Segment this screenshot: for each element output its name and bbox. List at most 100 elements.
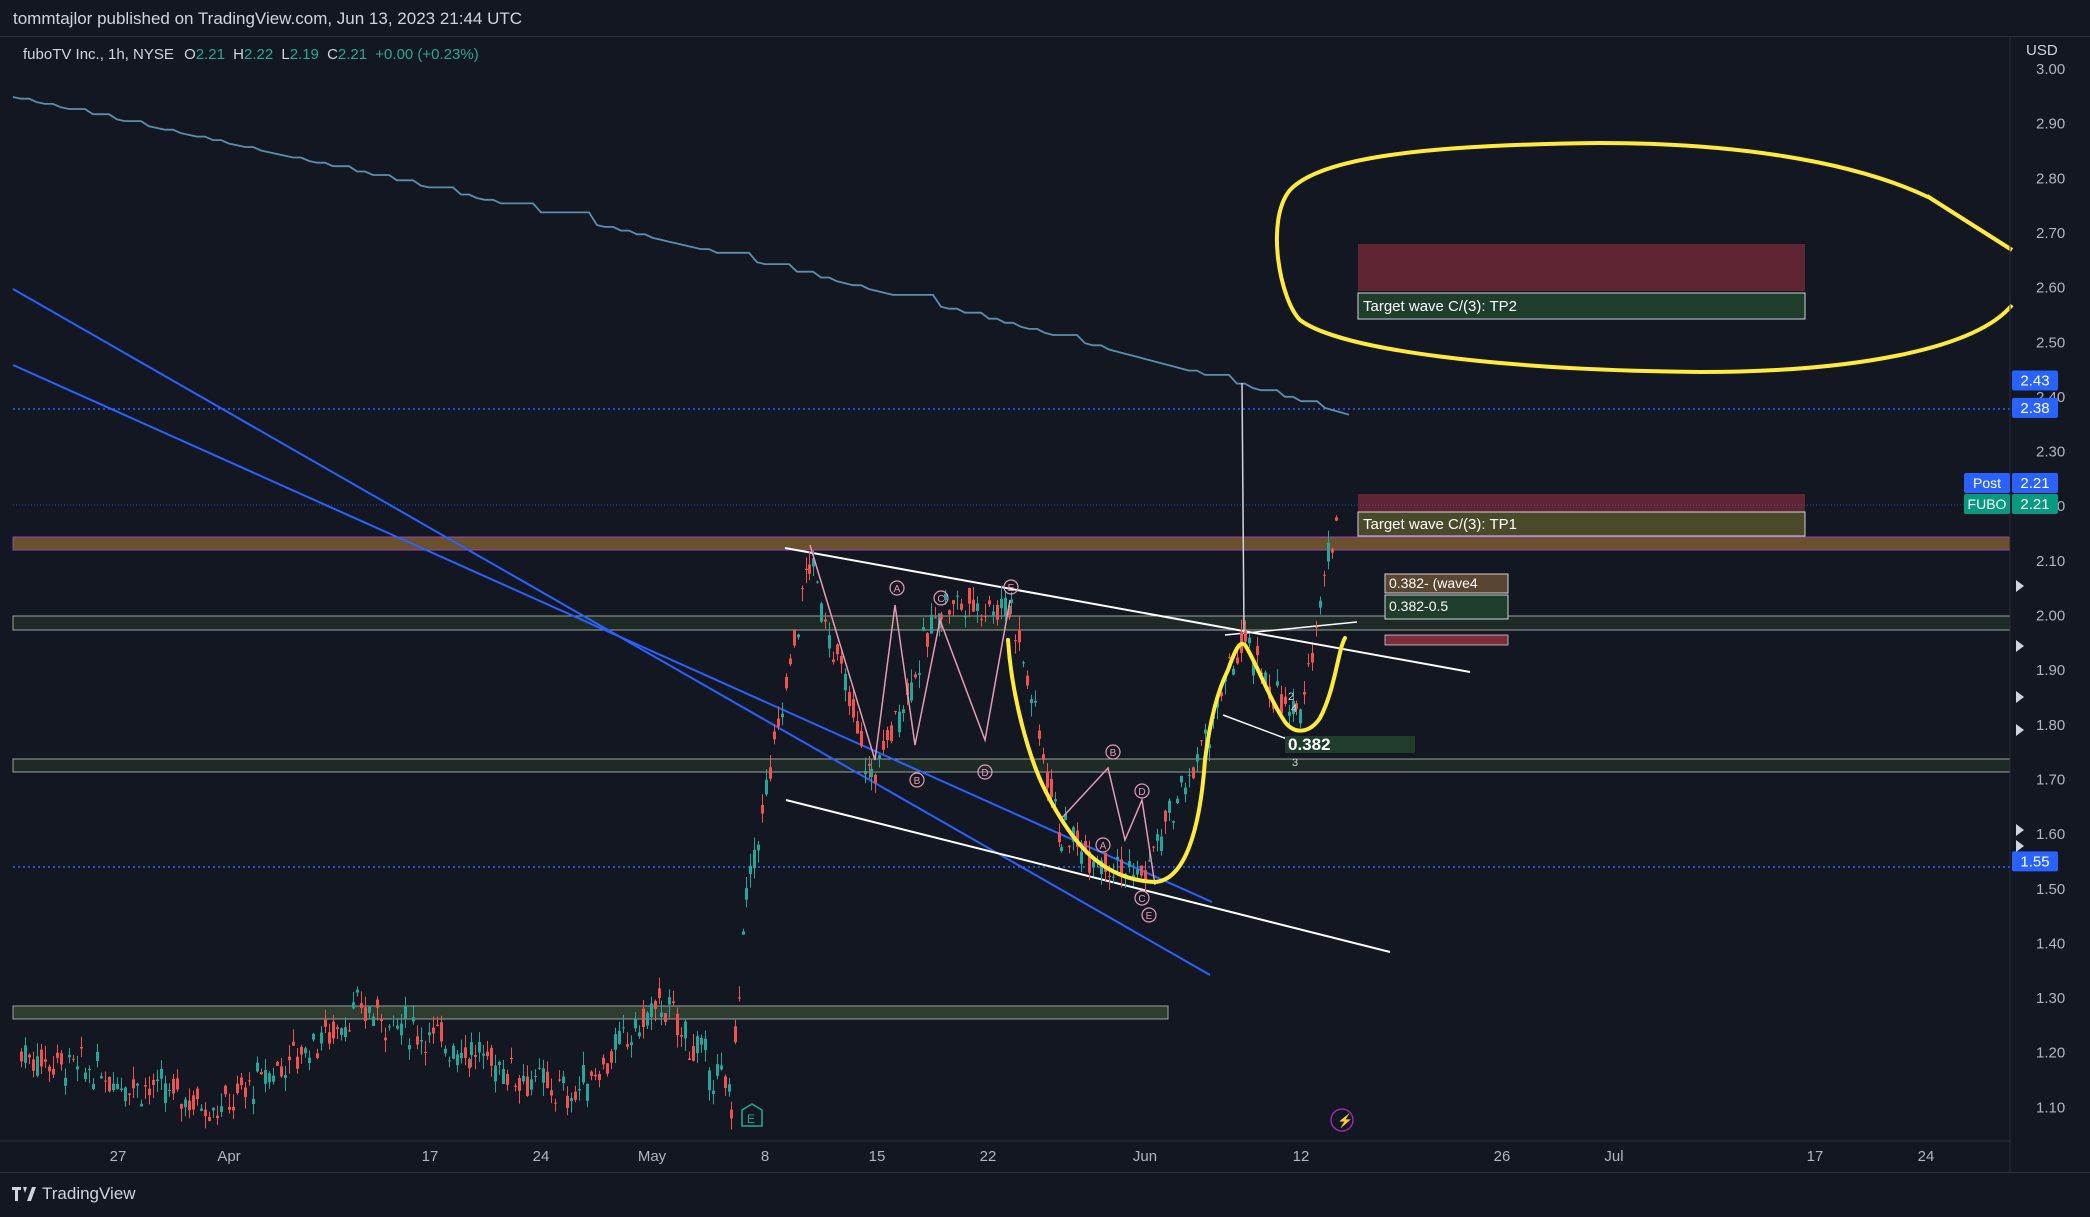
candle-body	[828, 635, 831, 648]
wave-number-3: 3	[1292, 757, 1298, 769]
header-bar: tommtajlor published on TradingView.com,…	[0, 0, 2090, 37]
x-tick-label: 24	[533, 1148, 550, 1165]
candle-body	[412, 1017, 415, 1021]
candle-body	[836, 645, 839, 655]
y-tick-label: 1.20	[2036, 1045, 2065, 1062]
candle-body	[902, 709, 905, 713]
tradingview-logo[interactable]: TradingView	[12, 1184, 136, 1204]
candle-body	[328, 1032, 331, 1043]
wave-label-circle: A	[1096, 838, 1110, 852]
candle-body	[324, 1020, 327, 1027]
svg-text:D: D	[1138, 787, 1145, 798]
candle-body	[664, 1013, 667, 1022]
alert-arrow-icon[interactable]	[2016, 580, 2024, 592]
candle-body	[934, 617, 937, 618]
alert-arrows[interactable]	[2016, 580, 2024, 852]
candle-body	[518, 1078, 521, 1091]
candle-body	[816, 582, 819, 583]
alert-arrow-icon[interactable]	[2016, 840, 2024, 852]
candle-body	[602, 1058, 605, 1065]
symbol-legend[interactable]: fuboTV Inc., 1h, NYSE O2.21 H2.22 L2.19 …	[23, 46, 479, 63]
fib-red-box	[1385, 635, 1508, 645]
candle-body	[878, 755, 881, 759]
candle-body	[1042, 754, 1045, 760]
candle-body	[228, 1107, 231, 1110]
candle-body	[1054, 799, 1057, 801]
candle-body	[522, 1076, 525, 1082]
candle-body	[940, 614, 943, 619]
wave-label-circle: D	[1135, 784, 1149, 798]
candle-body	[1331, 549, 1334, 553]
candle-body	[956, 596, 959, 597]
candle-body	[1160, 837, 1163, 851]
footer-bar: TradingView	[0, 1172, 2090, 1217]
high-label: H	[233, 46, 244, 63]
zone-2.00	[13, 616, 2010, 630]
candle-body	[104, 1081, 107, 1082]
candle-body	[368, 1007, 371, 1013]
x-tick-label: 8	[761, 1148, 769, 1165]
svg-text:C: C	[1138, 894, 1145, 905]
tradingview-brand: TradingView	[42, 1184, 136, 1204]
candle-body	[734, 1026, 737, 1042]
candle-body	[128, 1093, 131, 1094]
svg-text:B: B	[914, 776, 921, 787]
candle-body	[506, 1074, 509, 1085]
alert-arrow-icon[interactable]	[2016, 824, 2024, 836]
candle-body	[785, 677, 788, 688]
alert-arrow-icon[interactable]	[2016, 724, 2024, 736]
candle-body	[789, 658, 792, 664]
candle-body	[92, 1084, 95, 1089]
candle-body	[738, 997, 741, 998]
candle-body	[348, 1030, 351, 1031]
candle-body	[176, 1078, 179, 1089]
candle-body	[890, 725, 893, 741]
alert-arrow-icon[interactable]	[2016, 691, 2024, 703]
wave-number-2: 2	[1288, 691, 1294, 703]
candle-body	[1004, 598, 1007, 616]
candle-body	[478, 1042, 481, 1052]
candle-body	[1058, 832, 1061, 842]
y-tick-label: 3.00	[2036, 61, 2065, 78]
candle-body	[1256, 646, 1259, 655]
candle-body	[36, 1056, 39, 1075]
candle-body	[538, 1068, 541, 1069]
wave-label-circle: E	[1142, 908, 1156, 922]
candle-body	[280, 1066, 283, 1076]
svg-text:2.38: 2.38	[2020, 400, 2049, 417]
earnings-icon[interactable]: E	[742, 1104, 762, 1126]
candle-body	[1112, 877, 1115, 878]
alert-arrow-icon[interactable]	[2016, 640, 2024, 652]
candle-body	[56, 1053, 59, 1058]
candle-body	[1164, 811, 1167, 822]
candle-body	[84, 1073, 87, 1080]
candle-body	[88, 1069, 91, 1070]
candle-body	[646, 1013, 649, 1026]
candle-body	[384, 1038, 387, 1041]
time-axis[interactable]: 27 Apr 17 24 May 8 15 22 Jun 12 26 Jul 17 24	[0, 1141, 2010, 1165]
y-tick-label: 2.10	[2036, 553, 2065, 570]
price-tag: 2.21Post	[1964, 473, 2058, 493]
candle-body	[1000, 599, 1003, 608]
candle-body	[312, 1034, 315, 1040]
price-axis[interactable]: 3.002.902.802.702.602.502.402.302.202.10…	[2010, 36, 2065, 1172]
x-tick-label: 17	[422, 1148, 439, 1165]
candle-body	[494, 1066, 497, 1082]
candle-body	[864, 771, 867, 774]
candle-body	[1319, 601, 1322, 608]
candle-body	[749, 866, 752, 874]
candle-body	[1018, 630, 1021, 643]
candle-body	[1092, 862, 1095, 868]
candle-body	[708, 1070, 711, 1090]
candle-body	[392, 1018, 395, 1019]
candle-body	[840, 656, 843, 664]
candle-body	[1060, 847, 1063, 851]
x-tick-label: Apr	[217, 1148, 240, 1165]
candle-body	[498, 1062, 501, 1065]
low-value: 2.19	[290, 46, 319, 63]
split-event-icon[interactable]: ⚡	[1331, 1109, 1353, 1131]
candle-body	[638, 1032, 641, 1036]
candle-body	[124, 1088, 127, 1102]
candle-body	[773, 731, 776, 739]
